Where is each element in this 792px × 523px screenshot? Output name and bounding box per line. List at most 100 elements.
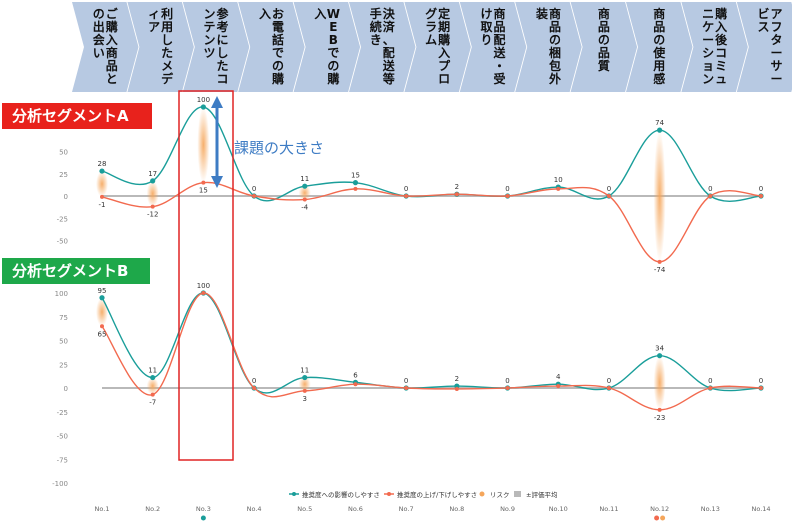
y-tick-label: 0 (64, 385, 68, 393)
stage-chevron (293, 2, 361, 92)
category-marker (200, 515, 206, 521)
data-label: 15 (351, 172, 360, 180)
data-point (708, 194, 713, 198)
stage-label: 商品配送・受け取り (481, 6, 507, 86)
issue-size-callout: 課題の大きさ (234, 139, 325, 157)
data-label: 6 (353, 371, 358, 379)
data-label: 0 (505, 185, 509, 193)
data-label: 0 (607, 185, 611, 193)
legend-swatch (514, 491, 521, 497)
y-tick-label: 75 (59, 314, 68, 322)
data-point (302, 183, 308, 189)
stage-chevron (570, 2, 638, 92)
data-point (454, 386, 459, 391)
data-point (352, 180, 359, 186)
stage-chevron (404, 2, 471, 92)
data-label: 4 (556, 373, 561, 381)
data-point (657, 353, 663, 359)
x-tick-label: No.8 (449, 505, 464, 513)
issue-arrow-head (211, 176, 223, 188)
x-tick-label: No.13 (701, 505, 720, 513)
highlight-box (178, 90, 234, 461)
x-tick-label: No.4 (247, 505, 262, 513)
data-point (99, 295, 105, 301)
risk-marker (298, 376, 311, 393)
data-point (657, 259, 662, 264)
data-label: 11 (148, 367, 157, 375)
data-point (759, 194, 763, 198)
data-point (201, 291, 206, 295)
stage-chevron (681, 2, 748, 92)
data-label: 17 (148, 170, 157, 178)
legend-label: 推奨度の上げ/下げしやすさ (397, 490, 477, 499)
x-tick-label: No.3 (196, 505, 211, 513)
data-label: 0 (252, 377, 256, 385)
data-label: -1 (99, 201, 106, 209)
data-label: 3 (303, 395, 307, 403)
stage-label: 購入後コミュニケーション (702, 6, 728, 86)
risk-marker (653, 130, 666, 262)
stage-chevron (349, 2, 416, 92)
data-point (454, 383, 460, 389)
legend-swatch (292, 492, 296, 496)
data-label: -74 (654, 266, 666, 274)
stage-chevron (459, 2, 527, 92)
x-tick-label: No.7 (399, 505, 414, 513)
x-tick-label: No.12 (650, 505, 669, 513)
data-label: 0 (505, 377, 509, 385)
data-label: -23 (654, 414, 665, 422)
x-tick-label: No.9 (500, 505, 515, 513)
stage-chevron (127, 2, 194, 92)
data-point (454, 192, 459, 197)
data-label: 28 (98, 160, 107, 168)
stage-chevron (182, 2, 250, 92)
stage-label: 利用したメディア (148, 6, 174, 86)
risk-marker (146, 180, 159, 207)
y-tick-label: 100 (55, 290, 68, 298)
data-point (150, 392, 155, 397)
legend-label: 推奨度への影響のしやすさ (302, 490, 380, 499)
stage-label: 商品の品質 (598, 6, 610, 73)
stage-label: 定期購入プログラム (425, 6, 451, 86)
risk-marker (146, 377, 159, 395)
data-label: 34 (655, 345, 664, 353)
x-tick-label: No.1 (95, 505, 110, 513)
data-label: 15 (199, 187, 208, 195)
y-tick-label: 50 (59, 149, 68, 157)
data-label: -7 (149, 399, 156, 407)
x-tick-label: No.5 (297, 505, 312, 513)
data-label: 100 (197, 96, 210, 104)
stage-label: アフターサービス (758, 6, 783, 86)
data-label: 0 (607, 377, 611, 385)
risk-marker (96, 297, 108, 327)
legend-swatch (387, 492, 391, 496)
category-marker (660, 515, 666, 521)
category-marker (654, 515, 660, 521)
data-point (404, 194, 409, 198)
data-label: -4 (301, 204, 309, 212)
stage-label: お電話での購入 (259, 7, 284, 86)
data-point (708, 386, 713, 390)
data-point (99, 168, 105, 174)
data-point (201, 180, 206, 185)
data-label: 0 (252, 185, 256, 193)
data-point (302, 374, 308, 381)
data-label: 0 (404, 185, 408, 193)
x-tick-label: No.10 (549, 505, 568, 513)
data-label: 0 (759, 185, 763, 193)
y-tick-label: -50 (57, 433, 68, 441)
data-label: 0 (708, 377, 712, 385)
data-point (100, 194, 104, 199)
x-tick-label: No.2 (145, 505, 160, 513)
y-tick-label: 0 (64, 193, 68, 201)
data-point (302, 197, 307, 202)
data-point (657, 407, 662, 412)
y-tick-label: -50 (57, 238, 68, 246)
data-point (404, 386, 409, 390)
stage-chevron (736, 2, 792, 92)
issue-arrow-head (211, 96, 223, 108)
y-tick-label: -25 (57, 409, 68, 417)
x-tick-label: No.6 (348, 505, 363, 513)
segment-b-label: 分析セグメントB (2, 258, 150, 284)
